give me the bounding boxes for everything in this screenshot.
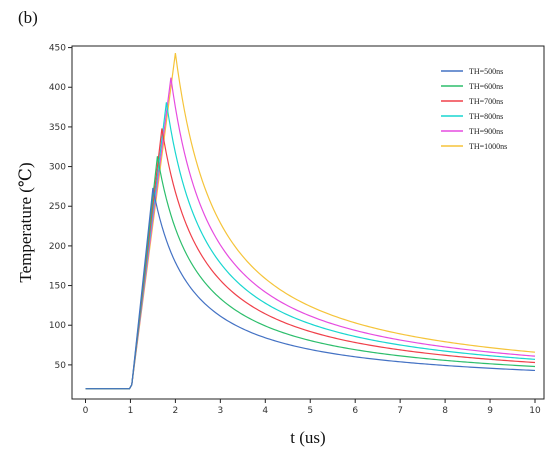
x-tick-label: 3 — [217, 406, 223, 416]
x-tick-label: 4 — [262, 406, 268, 416]
legend-label: TH=900ns — [469, 127, 503, 136]
series-line-th-500ns — [85, 187, 536, 390]
legend-label: TH=600ns — [469, 82, 503, 91]
y-tick-label: 350 — [49, 123, 66, 133]
x-tick-label: 6 — [352, 406, 358, 416]
plot-frame — [71, 45, 545, 400]
y-tick-label: 100 — [49, 321, 66, 331]
plot-area — [71, 45, 545, 400]
y-tick-label: 400 — [49, 83, 66, 93]
legend: TH=500ns TH=600ns TH=700ns TH=800ns TH=900ns… — [441, 67, 507, 151]
series-line-th-700ns — [85, 128, 536, 390]
x-axis: 0 1 2 3 4 5 6 7 8 9 10 — [83, 399, 541, 416]
panel-label: (b) — [18, 8, 38, 27]
x-tick-label: 7 — [397, 406, 403, 416]
series-layer — [85, 53, 536, 390]
x-tick-label: 9 — [487, 406, 493, 416]
legend-label: TH=700ns — [469, 97, 503, 106]
y-tick-label: 200 — [49, 242, 66, 252]
legend-label: TH=500ns — [469, 67, 503, 76]
y-tick-label: 150 — [49, 282, 66, 292]
series-line-th-800ns — [85, 102, 536, 390]
series-line-th-900ns — [85, 77, 536, 390]
x-axis-title: t (us) — [290, 428, 325, 447]
series-line-th-1000ns — [85, 53, 536, 390]
series-line-th-600ns — [85, 156, 536, 390]
legend-label: TH=800ns — [469, 112, 503, 121]
x-tick-label: 1 — [128, 406, 134, 416]
x-tick-label: 5 — [307, 406, 313, 416]
legend-label: TH=1000ns — [469, 142, 507, 151]
y-tick-label: 450 — [49, 44, 66, 54]
y-tick-label: 50 — [55, 361, 67, 371]
y-tick-label: 300 — [49, 163, 66, 173]
y-axis-title: Temperature (℃) — [16, 162, 35, 282]
x-tick-label: 0 — [83, 406, 89, 416]
x-tick-label: 2 — [173, 406, 179, 416]
y-tick-label: 250 — [49, 202, 66, 212]
y-axis: 50 100 150 200 250 300 350 400 450 — [49, 44, 72, 371]
x-tick-label: 8 — [442, 406, 448, 416]
x-tick-label: 10 — [529, 406, 541, 416]
